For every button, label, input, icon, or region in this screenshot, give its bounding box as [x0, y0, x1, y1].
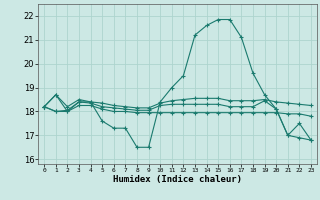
X-axis label: Humidex (Indice chaleur): Humidex (Indice chaleur) — [113, 175, 242, 184]
